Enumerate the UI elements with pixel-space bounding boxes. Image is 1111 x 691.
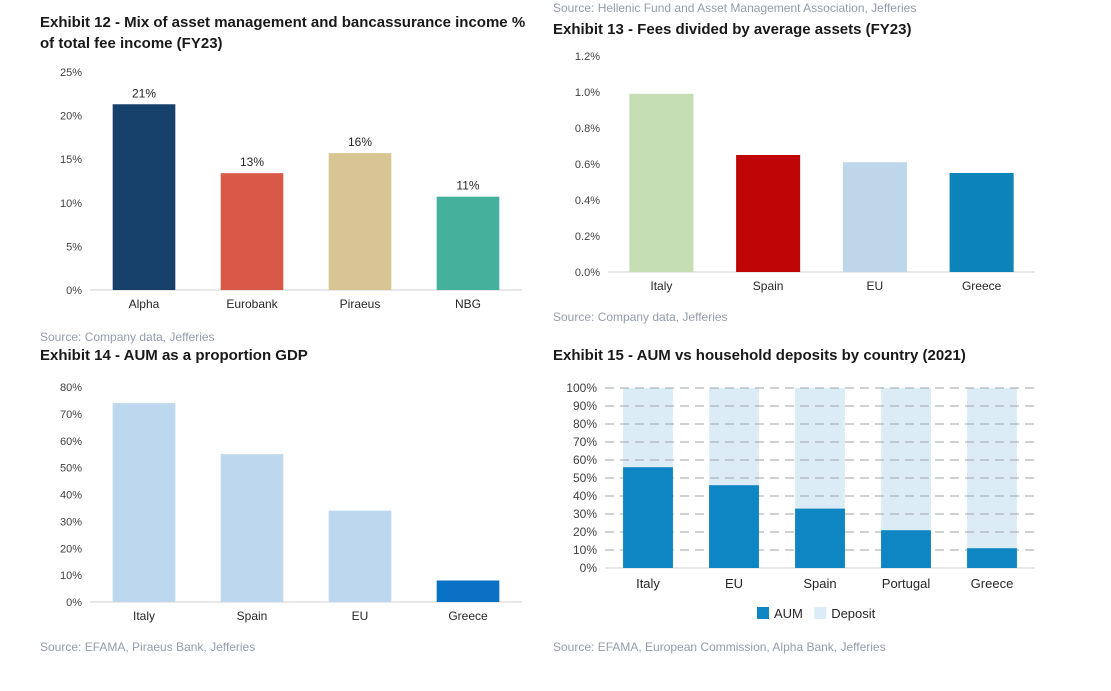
svg-text:Greece: Greece — [962, 279, 1002, 293]
svg-text:30%: 30% — [60, 516, 82, 528]
svg-text:50%: 50% — [573, 471, 597, 485]
exhibit15-source: Source: EFAMA, European Commission, Alph… — [553, 640, 886, 654]
svg-text:16%: 16% — [348, 135, 372, 149]
exhibit15-title: Exhibit 15 - AUM vs household deposits b… — [553, 347, 966, 364]
exhibit12-source: Source: Company data, Jefferies — [40, 330, 215, 344]
svg-text:Eurobank: Eurobank — [226, 297, 278, 311]
exhibit14-title: Exhibit 14 - AUM as a proportion GDP — [40, 347, 308, 364]
svg-text:Italy: Italy — [133, 609, 155, 623]
svg-text:Alpha: Alpha — [129, 297, 160, 311]
svg-text:50%: 50% — [60, 463, 82, 475]
svg-text:70%: 70% — [60, 409, 82, 421]
svg-text:EU: EU — [867, 279, 884, 293]
svg-text:Greece: Greece — [971, 576, 1014, 591]
svg-text:0%: 0% — [580, 561, 598, 575]
exhibit15-chart: 0% 10% 20% 30% 40% 50% 60% 70% 80% 90% 100% Italy EU… — [566, 381, 1035, 621]
svg-text:10%: 10% — [573, 543, 597, 557]
svg-text:Spain: Spain — [803, 576, 836, 591]
exhibit14-chart: 0% 10% 20% 30% 40% 50% 60% 70% 80% Italy Spain EU Gr… — [60, 382, 522, 623]
svg-text:80%: 80% — [60, 382, 82, 394]
svg-text:100%: 100% — [566, 381, 597, 395]
svg-text:Italy: Italy — [636, 576, 660, 591]
svg-text:Italy: Italy — [650, 279, 672, 293]
svg-text:Piraeus: Piraeus — [340, 297, 381, 311]
svg-text:70%: 70% — [573, 435, 597, 449]
svg-text:40%: 40% — [573, 489, 597, 503]
svg-text:1.2%: 1.2% — [575, 51, 600, 63]
svg-text:25%: 25% — [60, 67, 82, 79]
svg-text:NBG: NBG — [455, 297, 481, 311]
svg-text:10%: 10% — [60, 570, 82, 582]
exhibit13-source-above: Source: Hellenic Fund and Asset Manageme… — [553, 1, 917, 15]
svg-text:20%: 20% — [573, 525, 597, 539]
exhibit13-source: Source: Company data, Jefferies — [553, 310, 728, 324]
svg-text:20%: 20% — [60, 111, 82, 123]
svg-text:60%: 60% — [60, 436, 82, 448]
exhibit12-chart: 0% 5% 10% 15% 20% 25% 21% 13% 16% 11% Alpha Euroban… — [60, 67, 522, 311]
svg-text:10%: 10% — [60, 198, 82, 210]
svg-text:Portugal: Portugal — [882, 576, 931, 591]
svg-text:60%: 60% — [573, 453, 597, 467]
svg-text:0%: 0% — [66, 597, 82, 609]
svg-text:0.8%: 0.8% — [575, 123, 600, 135]
svg-text:90%: 90% — [573, 399, 597, 413]
svg-text:EU: EU — [352, 609, 369, 623]
svg-text:30%: 30% — [573, 507, 597, 521]
svg-text:15%: 15% — [60, 154, 82, 166]
svg-text:EU: EU — [725, 576, 743, 591]
svg-text:20%: 20% — [60, 543, 82, 555]
svg-text:11%: 11% — [456, 179, 479, 193]
svg-text:40%: 40% — [60, 490, 82, 502]
svg-text:0%: 0% — [66, 285, 82, 297]
svg-text:0.4%: 0.4% — [575, 195, 600, 207]
svg-text:0.6%: 0.6% — [575, 159, 600, 171]
exhibit12-title: Exhibit 12 - Mix of asset management and… — [40, 14, 526, 52]
svg-text:80%: 80% — [573, 417, 597, 431]
exhibit13-title: Exhibit 13 - Fees divided by average ass… — [553, 21, 912, 38]
exhibit13-chart: 0.0% 0.2% 0.4% 0.6% 0.8% 1.0% 1.2% Italy Spain EU… — [575, 51, 1035, 293]
svg-text:1.0%: 1.0% — [575, 87, 600, 99]
svg-text:AUM: AUM — [774, 606, 803, 621]
svg-text:Greece: Greece — [448, 609, 488, 623]
exhibit14-source: Source: EFAMA, Piraeus Bank, Jefferies — [40, 640, 256, 654]
svg-text:13%: 13% — [240, 155, 264, 169]
svg-text:Spain: Spain — [753, 279, 784, 293]
svg-text:21%: 21% — [132, 86, 156, 100]
svg-text:5%: 5% — [66, 241, 82, 253]
svg-text:0.2%: 0.2% — [575, 231, 600, 243]
svg-text:Spain: Spain — [237, 609, 268, 623]
svg-text:Deposit: Deposit — [831, 606, 875, 621]
svg-text:0.0%: 0.0% — [575, 267, 600, 279]
